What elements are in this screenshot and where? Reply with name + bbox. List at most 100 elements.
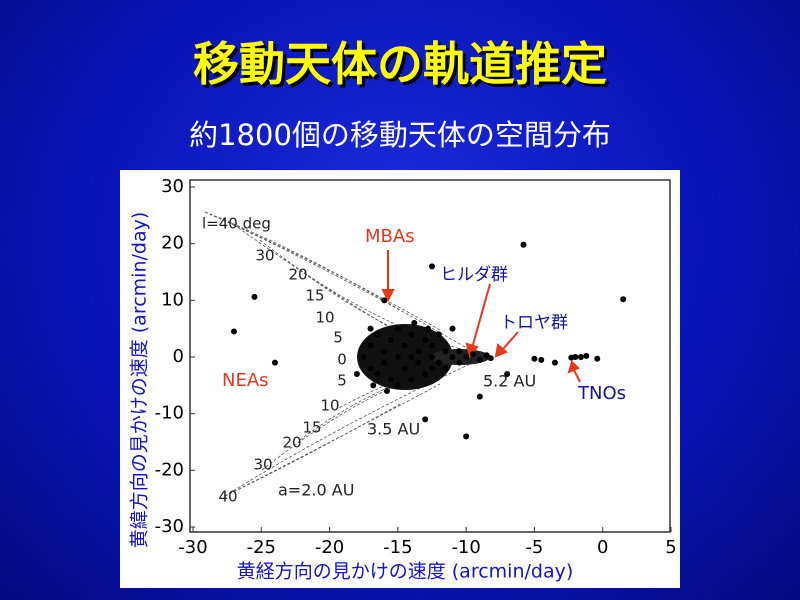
y-tick-label: -20 bbox=[155, 459, 184, 480]
point bbox=[422, 416, 429, 423]
point bbox=[415, 348, 422, 355]
point bbox=[381, 359, 388, 366]
point bbox=[429, 354, 435, 360]
y-tick-label: 20 bbox=[161, 233, 184, 254]
point bbox=[429, 263, 435, 270]
point bbox=[251, 293, 258, 300]
annotation: TNOs bbox=[577, 383, 626, 404]
point bbox=[422, 337, 429, 343]
point bbox=[360, 354, 367, 360]
point bbox=[429, 342, 435, 349]
annotation: ヒルダ群 bbox=[440, 265, 508, 285]
point bbox=[394, 325, 401, 332]
cluster-density bbox=[357, 324, 453, 390]
point bbox=[449, 354, 456, 360]
annotation: 3.5 AU bbox=[367, 420, 420, 439]
point bbox=[422, 371, 429, 377]
point bbox=[435, 359, 442, 366]
y-axis-label: 黄緯方向の見かけの速度 (arcmin/day) bbox=[129, 212, 151, 549]
point bbox=[456, 359, 463, 366]
slide-title: 移動天体の軌道推定 bbox=[193, 37, 607, 91]
point bbox=[370, 382, 377, 389]
point bbox=[388, 337, 395, 343]
point bbox=[429, 365, 435, 372]
point bbox=[388, 376, 395, 383]
point bbox=[367, 325, 374, 332]
inclination-label: 30 bbox=[253, 456, 272, 474]
inclination-label: 30 bbox=[255, 247, 274, 265]
slide-subtitle: 約1800個の移動天体の空間分布 bbox=[189, 118, 611, 152]
y-tick-label: 10 bbox=[161, 289, 184, 310]
point bbox=[568, 354, 575, 361]
point bbox=[435, 331, 442, 338]
x-tick-label: -30 bbox=[178, 537, 207, 558]
x-tick-label: -5 bbox=[525, 537, 543, 558]
inclination-label: 5 bbox=[337, 372, 347, 390]
inclination-label: 20 bbox=[288, 266, 307, 284]
inclination-label: 15 bbox=[302, 419, 321, 437]
y-tick-label: -10 bbox=[155, 403, 184, 424]
point bbox=[394, 382, 401, 389]
point bbox=[408, 376, 415, 383]
point bbox=[271, 359, 278, 366]
point bbox=[456, 348, 463, 355]
inclination-label: 5 bbox=[333, 329, 343, 347]
point bbox=[442, 365, 449, 372]
x-tick-label: -20 bbox=[315, 537, 344, 558]
annotation: a=2.0 AU bbox=[278, 481, 354, 500]
point bbox=[353, 371, 360, 377]
point bbox=[463, 354, 470, 360]
point bbox=[408, 354, 415, 360]
inclination-label: 40 bbox=[218, 488, 237, 506]
point bbox=[394, 354, 401, 360]
point bbox=[583, 352, 590, 359]
point bbox=[449, 325, 456, 332]
x-tick-label: -25 bbox=[247, 537, 276, 558]
x-tick-label: -10 bbox=[451, 537, 480, 558]
inclination-label: 10 bbox=[320, 397, 339, 415]
inclination-label: 15 bbox=[305, 287, 324, 305]
point bbox=[520, 241, 527, 248]
x-tick-label: 0 bbox=[597, 537, 608, 558]
point bbox=[415, 359, 422, 366]
x-axis-label: 黄経方向の見かけの速度 (arcmin/day) bbox=[237, 561, 574, 583]
point bbox=[538, 356, 545, 363]
inclination-label: 10 bbox=[315, 309, 334, 327]
y-tick-label: 0 bbox=[173, 346, 184, 367]
point bbox=[367, 365, 374, 372]
point bbox=[531, 355, 538, 362]
point bbox=[411, 320, 418, 326]
arrows bbox=[381, 250, 581, 383]
point bbox=[367, 342, 374, 349]
annotation: NEAs bbox=[222, 370, 269, 391]
point bbox=[374, 371, 381, 377]
annotation: 5.2 AU bbox=[483, 372, 536, 391]
plot-frame bbox=[189, 179, 671, 533]
annotation: l=40 deg bbox=[202, 215, 271, 233]
point bbox=[504, 371, 511, 377]
inclination-label: 20 bbox=[282, 434, 301, 452]
point bbox=[476, 393, 483, 400]
y-tick-label: -30 bbox=[155, 516, 184, 537]
point bbox=[374, 331, 381, 338]
point bbox=[594, 355, 601, 362]
point bbox=[442, 348, 449, 355]
point bbox=[620, 296, 627, 303]
y-tick-label: 30 bbox=[161, 176, 184, 197]
annotation: トロヤ群 bbox=[500, 313, 568, 333]
point bbox=[487, 355, 494, 362]
annotation: MBAs bbox=[365, 226, 415, 247]
point bbox=[476, 356, 483, 363]
point bbox=[551, 359, 558, 366]
point bbox=[381, 297, 388, 304]
point bbox=[401, 365, 408, 372]
point bbox=[424, 325, 431, 332]
point bbox=[383, 388, 390, 394]
point bbox=[230, 328, 237, 335]
point bbox=[577, 354, 584, 360]
point bbox=[408, 331, 415, 338]
point bbox=[381, 348, 388, 355]
point bbox=[463, 433, 470, 440]
